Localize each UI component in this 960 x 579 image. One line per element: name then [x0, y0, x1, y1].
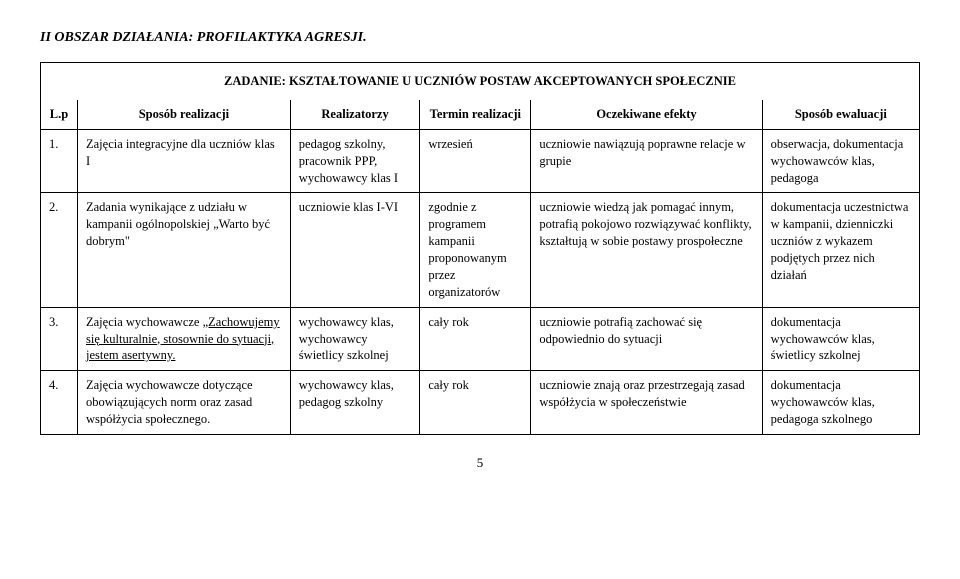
cell-ewaluacja: dokumentacja uczestnictwa w kampanii, dz… [762, 193, 919, 307]
table-row: 2. Zadania wynikające z udziału w kampan… [41, 193, 920, 307]
col-termin: Termin realizacji [420, 100, 531, 129]
cell-oczekiwane: uczniowie potrafią zachować się odpowied… [531, 307, 762, 371]
cell-lp: 3. [41, 307, 78, 371]
page-number: 5 [40, 455, 920, 471]
cell-sposob: Zadania wynikające z udziału w kampanii … [78, 193, 291, 307]
cell-oczekiwane: uczniowie znają oraz przestrzegają zasad… [531, 371, 762, 435]
col-sposob: Sposób realizacji [78, 100, 291, 129]
cell-termin: wrzesień [420, 129, 531, 193]
section-title: II OBSZAR DZIAŁANIA: PROFILAKTYKA AGRESJ… [40, 30, 920, 46]
col-ewaluacja: Sposób ewaluacji [762, 100, 919, 129]
cell-oczekiwane: uczniowie wiedzą jak pomagać innym, potr… [531, 193, 762, 307]
table-row: 3. Zajęcia wychowawcze „Zachowujemy się … [41, 307, 920, 371]
col-lp: L.p [41, 100, 78, 129]
cell-realizatorzy: wychowawcy klas, wychowawcy świetlicy sz… [290, 307, 420, 371]
cell-ewaluacja: dokumentacja wychowawców klas, świetlicy… [762, 307, 919, 371]
cell-ewaluacja: dokumentacja wychowawców klas, pedagoga … [762, 371, 919, 435]
col-realizatorzy: Realizatorzy [290, 100, 420, 129]
cell-termin: cały rok [420, 307, 531, 371]
cell-realizatorzy: wychowawcy klas, pedagog szkolny [290, 371, 420, 435]
cell-realizatorzy: pedagog szkolny, pracownik PPP, wychowaw… [290, 129, 420, 193]
cell-lp: 2. [41, 193, 78, 307]
cell-sposob: Zajęcia wychowawcze „Zachowujemy się kul… [78, 307, 291, 371]
cell-sposob-pre: Zajęcia wychowawcze [86, 315, 203, 329]
table-row: 1. Zajęcia integracyjne dla uczniów klas… [41, 129, 920, 193]
profilaktyka-table: ZADANIE: KSZTAŁTOWANIE U UCZNIÓW POSTAW … [40, 62, 920, 435]
cell-lp: 1. [41, 129, 78, 193]
cell-termin: cały rok [420, 371, 531, 435]
cell-termin: zgodnie z programem kampanii proponowany… [420, 193, 531, 307]
cell-realizatorzy: uczniowie klas I-VI [290, 193, 420, 307]
cell-sposob: Zajęcia integracyjne dla uczniów klas I [78, 129, 291, 193]
cell-sposob: Zajęcia wychowawcze dotyczące obowiązują… [78, 371, 291, 435]
cell-lp: 4. [41, 371, 78, 435]
cell-ewaluacja: obserwacja, dokumentacja wychowawców kla… [762, 129, 919, 193]
task-title: ZADANIE: KSZTAŁTOWANIE U UCZNIÓW POSTAW … [41, 63, 920, 100]
cell-oczekiwane: uczniowie nawiązują poprawne relacje w g… [531, 129, 762, 193]
table-header-row: L.p Sposób realizacji Realizatorzy Termi… [41, 100, 920, 129]
task-title-row: ZADANIE: KSZTAŁTOWANIE U UCZNIÓW POSTAW … [41, 63, 920, 100]
col-oczekiwane: Oczekiwane efekty [531, 100, 762, 129]
table-row: 4. Zajęcia wychowawcze dotyczące obowiąz… [41, 371, 920, 435]
